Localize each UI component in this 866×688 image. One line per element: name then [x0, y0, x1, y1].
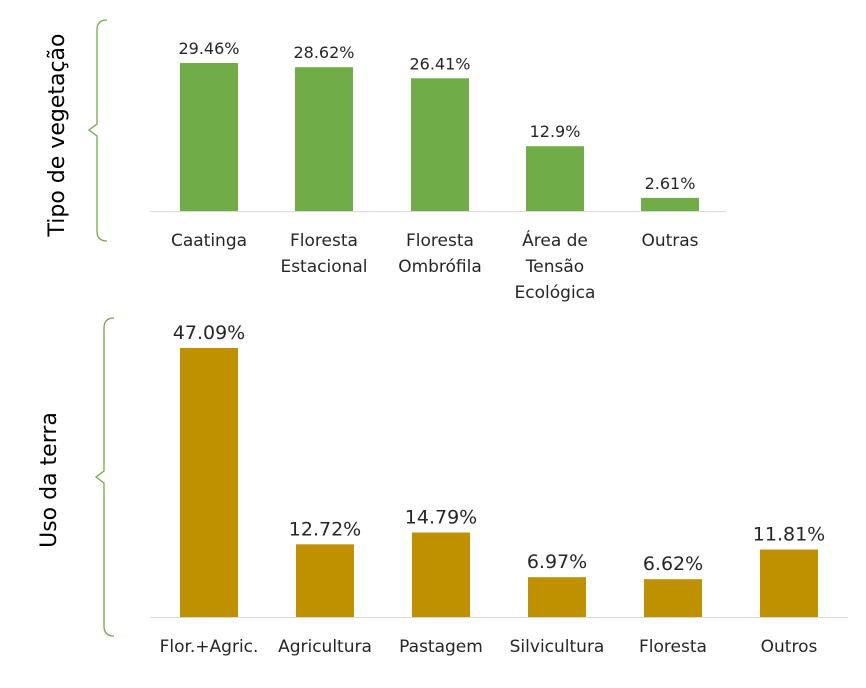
land-use-tick-label-line: Pastagem	[399, 637, 483, 657]
vegetation-type-tick-label-line: Área de	[522, 229, 588, 251]
vegetation-type-panel: Tipo de vegetação 29.46% Caatinga 28.62% Fl…	[45, 19, 726, 303]
vegetation-type-tick-label-line: Estacional	[280, 257, 367, 277]
land-use-tick-label: Outros	[761, 637, 818, 657]
vegetation-type-axis-label: Tipo de vegetação	[45, 34, 70, 238]
vegetation-type-tick-label-line: Ecológica	[515, 283, 596, 303]
land-use-tick-label: Agricultura	[278, 637, 372, 657]
vegetation-type-bars: 29.46% Caatinga 28.62% Floresta Estacional 26…	[171, 39, 699, 303]
land-use-tick-label: Silvicultura	[510, 637, 605, 657]
land-use-bar	[760, 549, 818, 617]
vegetation-type-tick-label: Floresta Estacional	[280, 231, 367, 277]
vegetation-type-tick-label-line: Tensão	[525, 257, 584, 277]
land-use-bar	[180, 348, 238, 617]
land-use-tick-label-line: Floresta	[639, 637, 707, 657]
land-use-data-label: 6.62%	[643, 553, 703, 575]
land-use-tick-label-line: Agricultura	[278, 637, 372, 657]
vegetation-type-tick-label-line: Caatinga	[171, 231, 247, 251]
land-use-data-label: 47.09%	[173, 322, 245, 344]
land-use-tick-label: Pastagem	[399, 637, 483, 657]
land-use-bar	[296, 544, 354, 617]
vegetation-type-tick-label-line: Floresta	[406, 231, 474, 251]
vegetation-type-tick-label: Floresta Ombrófila	[398, 231, 482, 277]
land-use-bar	[412, 532, 470, 617]
land-use-brace	[94, 317, 115, 637]
vegetation-type-bar	[526, 146, 584, 211]
vegetation-type-data-label: 29.46%	[178, 39, 239, 58]
vegetation-type-tick-label: Outras	[641, 231, 698, 251]
land-use-axis-label: Uso da terra	[37, 412, 62, 548]
land-use-tick-label-line: Flor.+Agric.	[160, 637, 259, 657]
vegetation-type-tick-label-line: Ombrófila	[398, 257, 482, 277]
land-use-tick-label: Flor.+Agric.	[160, 637, 259, 657]
land-use-tick-label-line: Silvicultura	[510, 637, 605, 657]
land-use-data-label: 14.79%	[405, 507, 477, 529]
vegetation-type-data-label: 2.61%	[645, 174, 696, 193]
land-use-bars: 47.09% Flor.+Agric. 12.72% Agricultura 14.79…	[160, 322, 826, 657]
vegetation-type-data-label: 12.9%	[530, 122, 581, 141]
land-use-bar	[528, 577, 586, 617]
vegetation-type-data-label: 26.41%	[409, 54, 470, 73]
land-use-data-label: 11.81%	[753, 524, 825, 546]
vegetation-type-tick-label-line: Outras	[641, 231, 698, 251]
vegetation-type-brace	[87, 19, 108, 242]
land-use-data-label: 12.72%	[289, 518, 361, 540]
vegetation-type-tick-label-line: Floresta	[290, 231, 358, 251]
vegetation-type-tick-label: Caatinga	[171, 231, 247, 251]
land-use-data-label: 6.97%	[527, 551, 587, 573]
land-use-panel: Uso da terra 47.09% Flor.+Agric. 12.72% Agr…	[37, 317, 848, 657]
land-use-tick-label-line: Outros	[761, 637, 818, 657]
vegetation-type-bar	[641, 197, 699, 211]
land-use-tick-label: Floresta	[639, 637, 707, 657]
vegetation-type-tick-label: Área de Tensão Ecológica	[515, 229, 596, 303]
vegetation-type-bar	[411, 78, 469, 211]
vegetation-type-data-label: 28.62%	[293, 43, 354, 62]
vegetation-type-bar	[295, 67, 353, 211]
land-use-bar	[644, 579, 702, 617]
vegetation-type-bar	[180, 63, 238, 211]
